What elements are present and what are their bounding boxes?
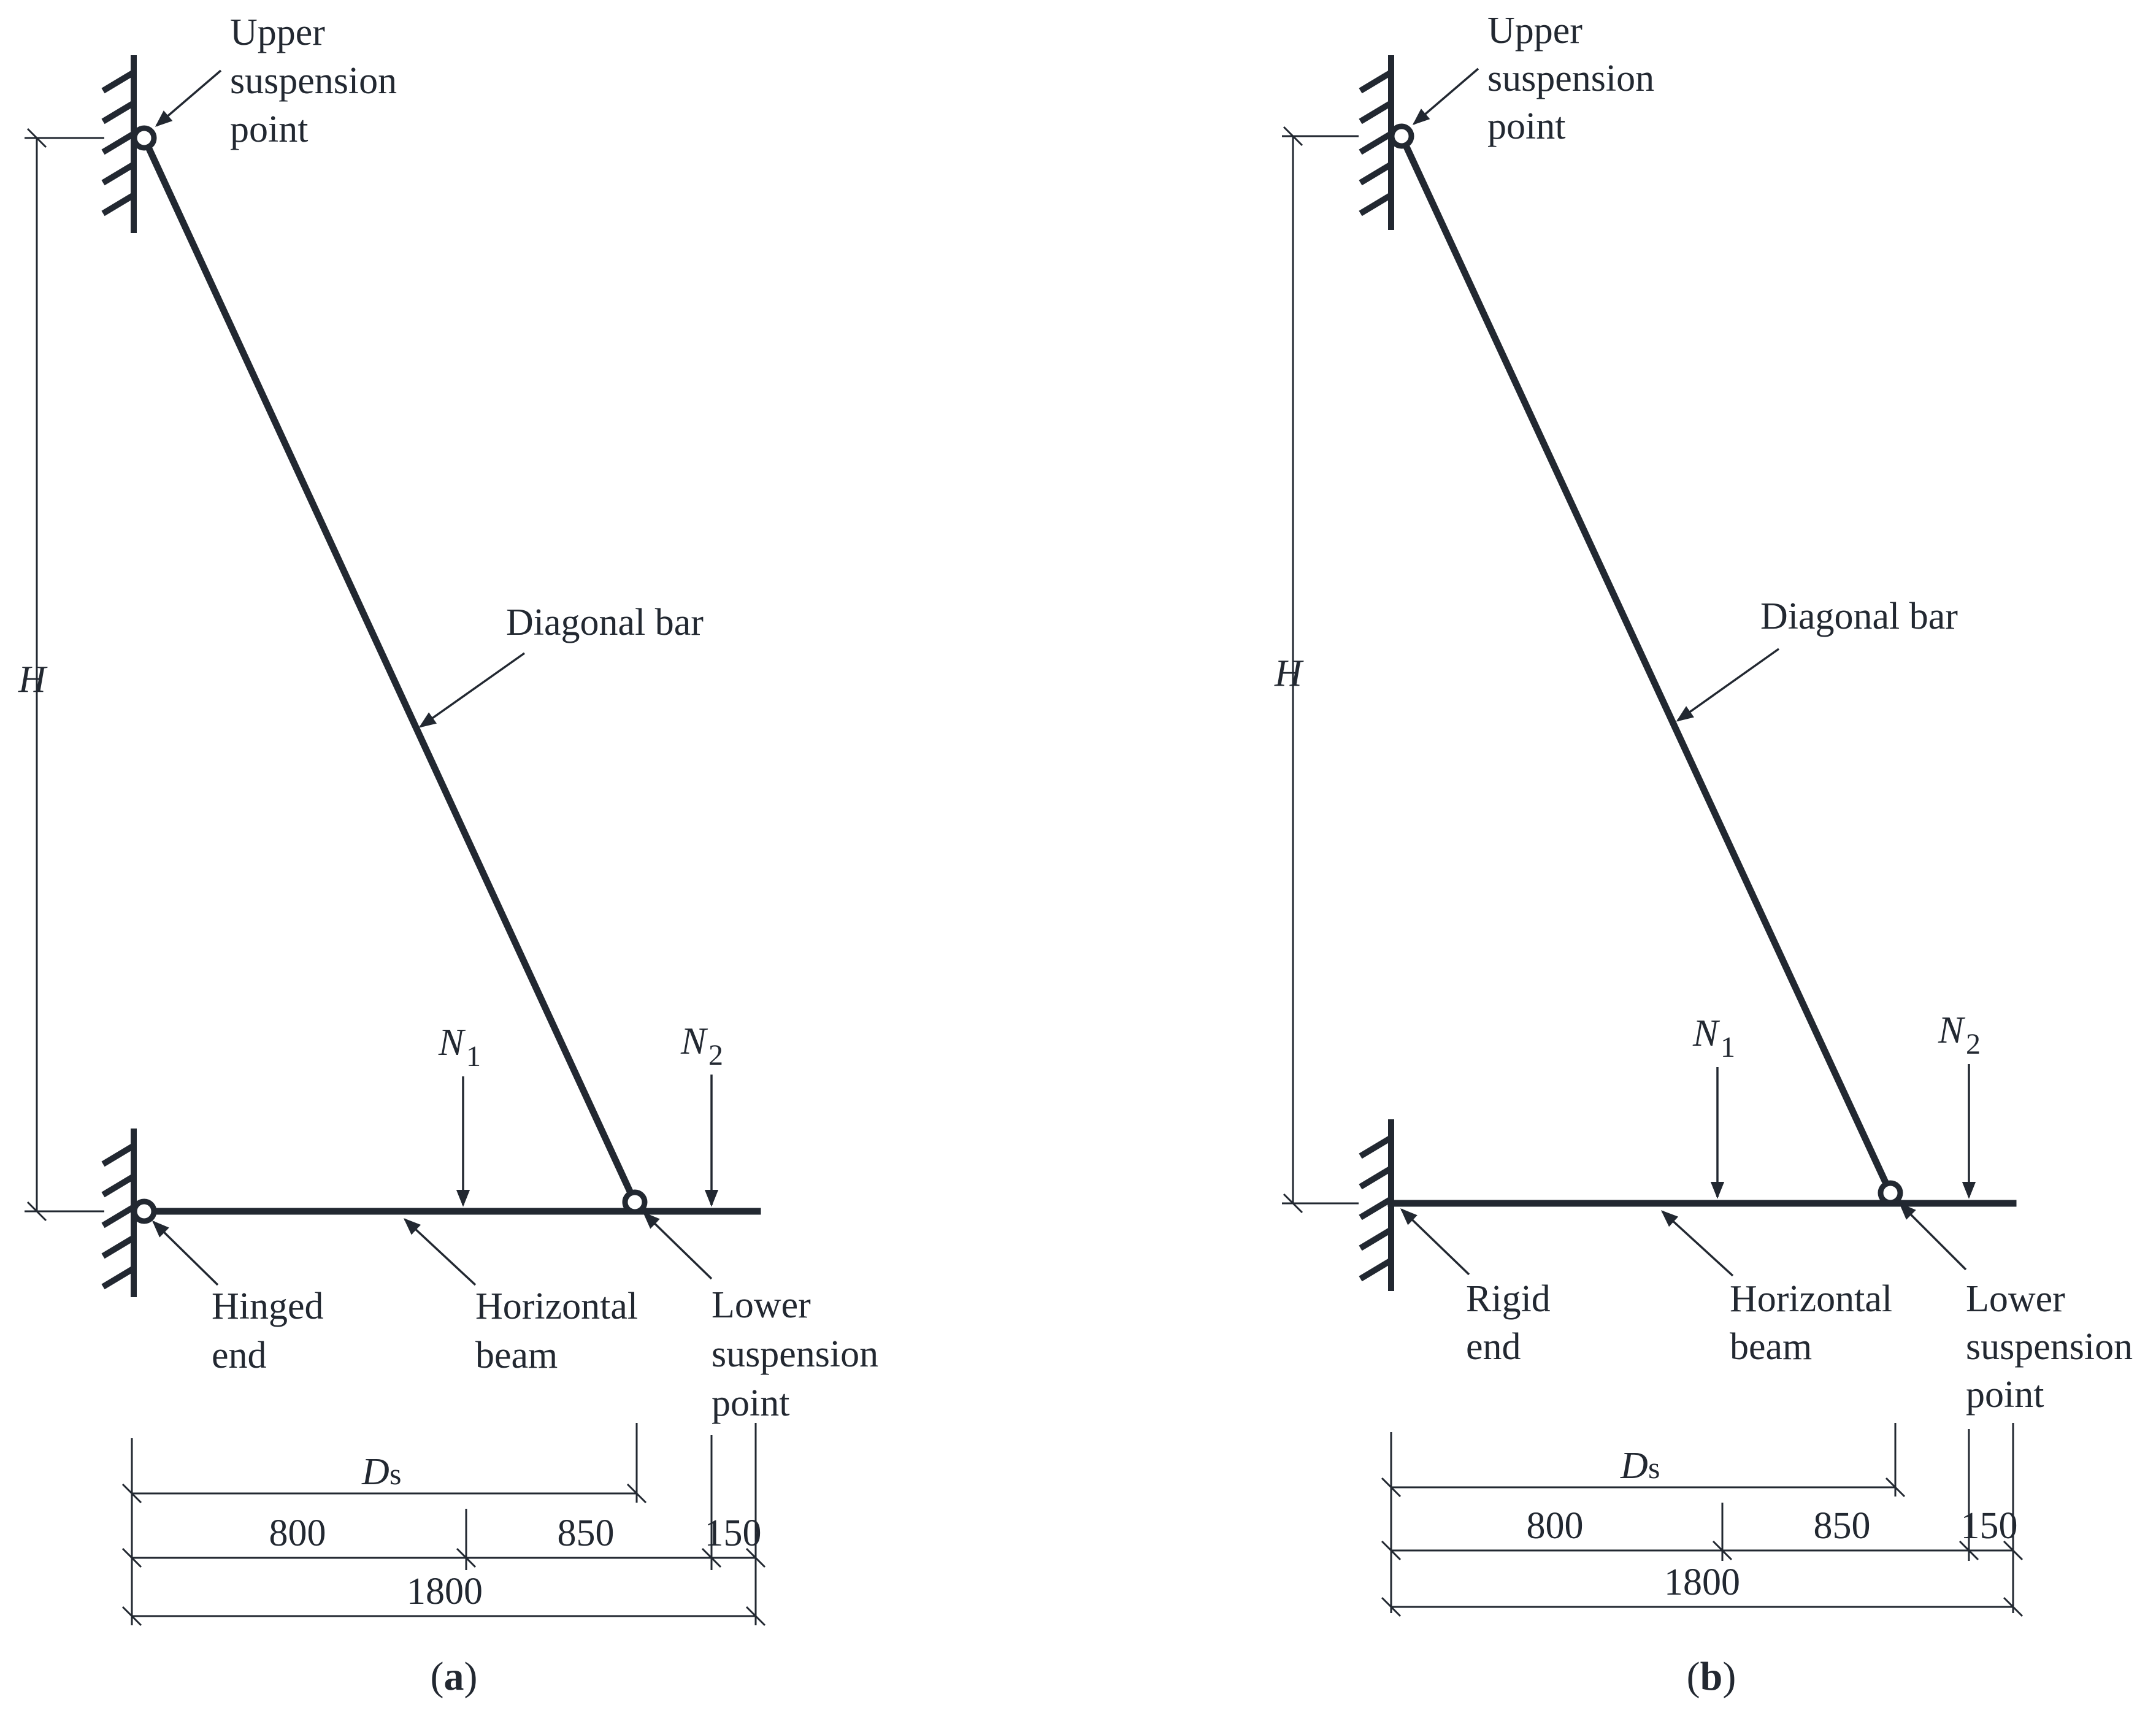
svg-text:suspension: suspension (1966, 1326, 2133, 1368)
load-n2: N 2 (1938, 1010, 1981, 1199)
svg-text:D: D (361, 1451, 389, 1493)
svg-text:suspension: suspension (712, 1333, 878, 1375)
caption-a: (a) (431, 1654, 478, 1699)
lower-pin (1878, 1180, 1903, 1206)
left-end-label: Hinged end (152, 1221, 324, 1376)
svg-text:point: point (1487, 105, 1565, 147)
svg-text:Diagonal bar: Diagonal bar (1760, 596, 1958, 637)
height-label: H (18, 659, 48, 700)
svg-text:850: 850 (1814, 1505, 1871, 1547)
lower-suspension-label: Lower suspension point (642, 1212, 878, 1424)
diagonal-bar-label: Diagonal bar (418, 602, 704, 728)
left-end-label: Rigid end (1400, 1208, 1551, 1368)
svg-text:end: end (212, 1335, 267, 1376)
panel-b: H Upper suspension point Diagonal bar N … (1274, 10, 2133, 1699)
load-n1: N 1 (438, 1022, 481, 1207)
svg-text:Horizontal: Horizontal (475, 1286, 638, 1327)
svg-text:Lower: Lower (712, 1284, 811, 1326)
svg-text:800: 800 (1527, 1505, 1584, 1547)
height-dimension: H (18, 128, 104, 1222)
svg-text:N: N (1692, 1013, 1721, 1054)
svg-text:Upper: Upper (230, 12, 325, 53)
hinged-pin (131, 1198, 157, 1224)
lower-pin (622, 1189, 648, 1215)
lower-wall-support (101, 1129, 137, 1297)
load-n2: N 2 (680, 1021, 723, 1207)
svg-text:1: 1 (1721, 1031, 1735, 1063)
rigid-wall-support (1359, 1119, 1394, 1291)
upper-suspension-label: Upper suspension point (1412, 10, 1654, 147)
svg-text:850: 850 (558, 1512, 615, 1554)
svg-text:N: N (680, 1021, 708, 1062)
upper-wall-support (1359, 55, 1394, 230)
svg-text:suspension: suspension (1487, 58, 1654, 99)
diagonal-bar-label: Diagonal bar (1676, 596, 1958, 722)
svg-text:2: 2 (708, 1039, 723, 1071)
svg-text:N: N (438, 1022, 466, 1063)
horizontal-beam-label: Horizontal beam (1660, 1210, 1892, 1368)
svg-text:1800: 1800 (407, 1571, 483, 1612)
svg-text:N: N (1938, 1010, 1966, 1051)
svg-text:point: point (230, 109, 308, 150)
upper-pin (131, 125, 157, 151)
bottom-dimensions: D s 800 850 150 1800 (1381, 1423, 2024, 1617)
svg-text:s: s (1648, 1450, 1660, 1485)
caption-b: (b) (1687, 1654, 1736, 1699)
panel-a: H Upper suspension point Diagonal bar N … (18, 12, 878, 1699)
svg-text:Horizontal: Horizontal (1730, 1278, 1892, 1320)
svg-text:point: point (712, 1382, 789, 1424)
svg-text:s: s (389, 1457, 401, 1491)
horizontal-beam-label: Horizontal beam (403, 1218, 638, 1376)
lower-suspension-label: Lower suspension point (1899, 1203, 2133, 1416)
svg-text:D: D (1620, 1445, 1648, 1487)
svg-text:point: point (1966, 1374, 2044, 1416)
upper-suspension-label: Upper suspension point (155, 12, 397, 150)
svg-text:2: 2 (1966, 1028, 1981, 1060)
upper-pin (1389, 123, 1414, 149)
svg-text:Diagonal bar: Diagonal bar (506, 602, 704, 643)
svg-text:1800: 1800 (1664, 1562, 1740, 1603)
height-dimension: H (1274, 126, 1359, 1214)
svg-text:end: end (1466, 1326, 1521, 1368)
svg-text:suspension: suspension (230, 60, 397, 102)
svg-text:Rigid: Rigid (1466, 1278, 1551, 1320)
svg-text:150: 150 (705, 1512, 762, 1554)
svg-text:Hinged: Hinged (212, 1286, 324, 1327)
svg-text:800: 800 (269, 1512, 326, 1554)
svg-text:Lower: Lower (1966, 1278, 2065, 1320)
svg-text:150: 150 (1961, 1505, 2018, 1547)
diagonal-bar (1397, 131, 1895, 1198)
load-n1: N 1 (1692, 1013, 1735, 1199)
height-label: H (1274, 653, 1304, 694)
svg-text:beam: beam (475, 1335, 558, 1376)
svg-text:1: 1 (466, 1040, 481, 1073)
bottom-dimensions: D s 800 850 150 1800 (121, 1423, 766, 1627)
upper-wall-support (101, 55, 137, 233)
svg-text:Upper: Upper (1487, 10, 1582, 52)
diagonal-bar (139, 133, 640, 1207)
svg-text:beam: beam (1730, 1326, 1812, 1368)
